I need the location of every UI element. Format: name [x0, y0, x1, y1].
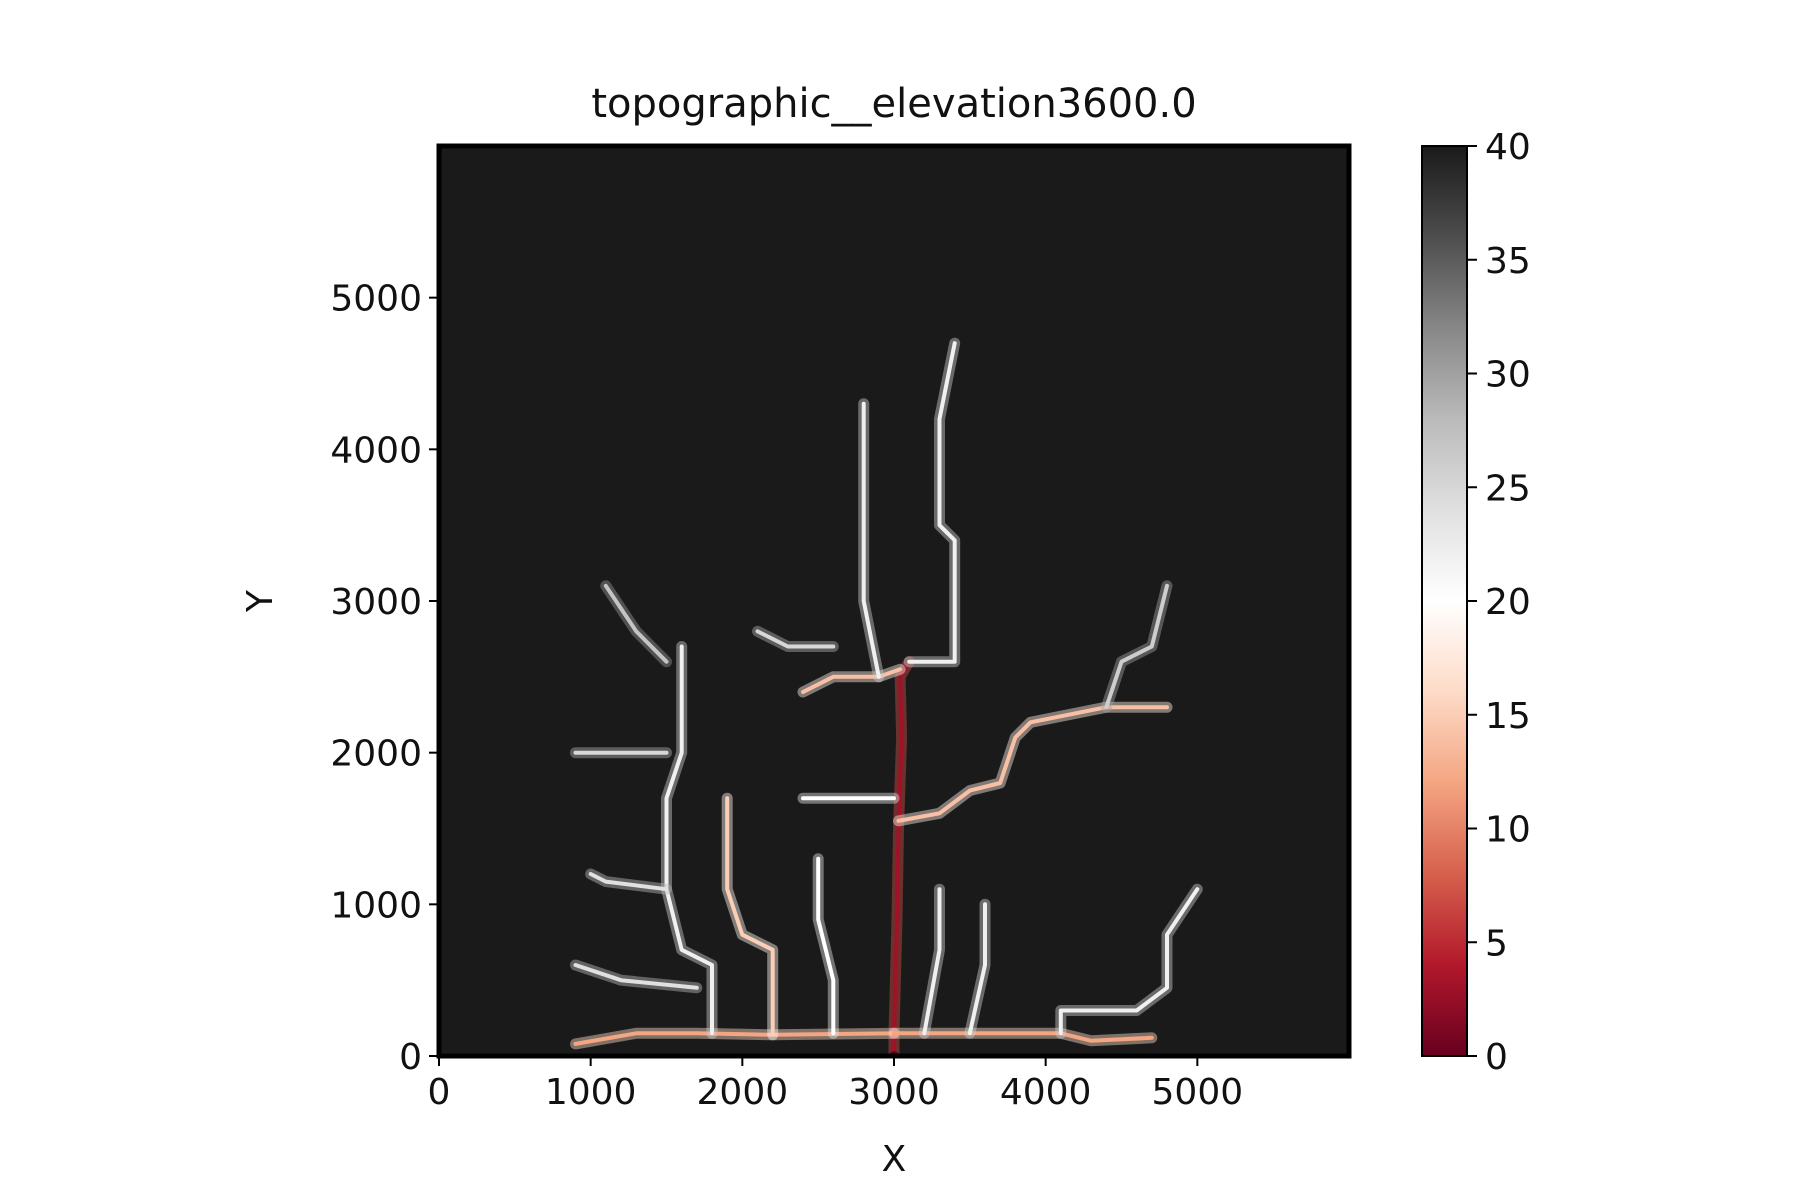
plot-area: [436, 143, 1352, 1059]
channel-network: [570, 337, 1203, 1056]
channel-12: [801, 667, 903, 694]
x-tick-label-3: 3000: [848, 1072, 940, 1113]
channel-6: [588, 872, 669, 892]
channel-3: [1058, 887, 1200, 1036]
channel-18: [967, 902, 987, 1036]
channel-15: [755, 629, 836, 649]
channel-1: [573, 1031, 896, 1046]
colorbar-tick-label-6: 30: [1485, 355, 1531, 396]
channel-7: [573, 963, 699, 990]
colorbar-tick-label-3: 15: [1485, 696, 1531, 737]
y-tick-label-0: 0: [399, 1037, 422, 1078]
channel-10: [896, 705, 1169, 823]
y-tick-label-4: 4000: [330, 430, 422, 471]
colorbar-tick-label-4: 20: [1485, 582, 1531, 623]
x-tick-label-1: 1000: [545, 1072, 637, 1113]
chart-title: topographic__elevation3600.0: [591, 81, 1196, 127]
colorbar-ticks: 0 5 10 15 20 25 30 35 40: [1467, 127, 1531, 1078]
colorbar-tick-label-5: 25: [1485, 468, 1531, 509]
y-tick-label-3: 3000: [330, 582, 422, 623]
channel-9: [603, 583, 669, 664]
colorbar-gradient: [1422, 146, 1467, 1056]
colorbar-tick-label-0: 0: [1485, 1037, 1508, 1078]
colorbar-tick-label-8: 40: [1485, 127, 1531, 168]
y-axis-ticks: 0 1000 2000 3000 4000 5000: [330, 279, 439, 1078]
x-axis-ticks: 0 1000 2000 3000 4000 5000: [428, 1056, 1244, 1113]
x-tick-label-0: 0: [428, 1072, 451, 1113]
colorbar: 0 5 10 15 20 25 30 35 40: [1421, 127, 1531, 1078]
channel-14: [907, 341, 957, 664]
y-tick-label-1: 1000: [330, 885, 422, 926]
channel-13: [861, 401, 881, 679]
channel-4: [725, 796, 775, 1037]
x-axis-label: X: [882, 1139, 907, 1180]
elevation-field: [439, 146, 1349, 1056]
x-tick-label-4: 4000: [1000, 1072, 1092, 1113]
x-tick-label-5: 5000: [1152, 1072, 1244, 1113]
channel-19: [922, 887, 942, 1036]
y-tick-label-2: 2000: [330, 734, 422, 775]
colorbar-tick-label-7: 35: [1485, 241, 1531, 282]
colorbar-tick-label-1: 5: [1485, 923, 1508, 964]
y-tick-label-5: 5000: [330, 279, 422, 320]
y-axis-label: Y: [240, 589, 281, 613]
channel-11: [1104, 583, 1169, 710]
channel-17: [816, 856, 836, 1036]
x-tick-label-2: 2000: [697, 1072, 789, 1113]
colorbar-tick-label-2: 10: [1485, 810, 1531, 851]
